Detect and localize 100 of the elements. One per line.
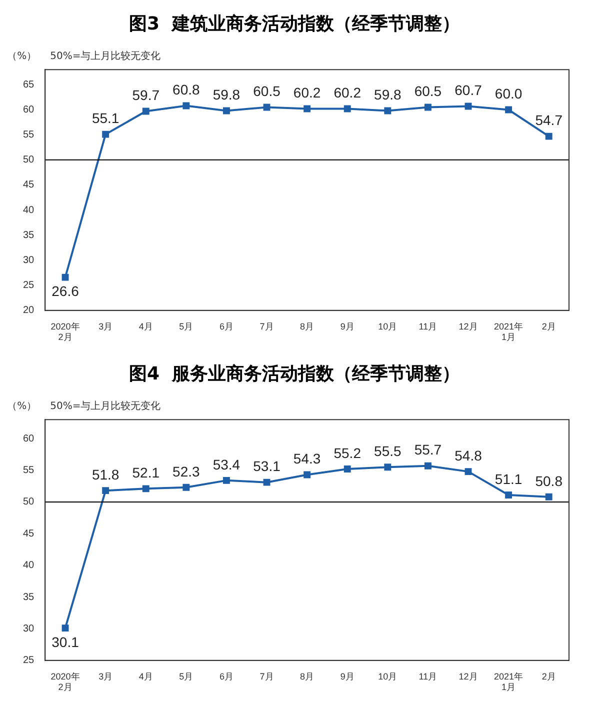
x-tick-label: 2021年 1月 — [494, 321, 524, 342]
text: 50%=与上月比较无变化 — [50, 50, 161, 62]
y-tick-label: 20 — [23, 305, 35, 316]
y-tick-label: 35 — [23, 230, 35, 241]
y-tick-label: 25 — [23, 280, 35, 292]
data-label: 60.2 — [293, 84, 321, 101]
x-tick-label: 9月 — [340, 321, 354, 332]
y-tick-label: 35 — [23, 592, 35, 603]
point — [464, 102, 472, 110]
y-tick-label: 45 — [23, 180, 35, 191]
point — [464, 468, 472, 476]
y-axis-title: （%） — [7, 401, 37, 412]
point — [384, 107, 392, 114]
x-tick-label: 7月 — [260, 671, 274, 682]
point — [222, 107, 230, 114]
point — [505, 106, 512, 114]
point — [102, 130, 110, 138]
data-label: 51.1 — [494, 470, 522, 487]
x-tick-label: 2月 — [542, 321, 556, 332]
y-tick-label: 40 — [23, 560, 35, 572]
x-tick-label: 6月 — [219, 671, 234, 682]
point — [263, 104, 270, 111]
point — [384, 464, 392, 471]
x-tick-label: 12月 — [458, 671, 478, 682]
x-tick-label: 4月 — [138, 671, 153, 682]
x-tick-label: 11月 — [418, 321, 438, 332]
point — [424, 104, 432, 111]
y-tick-label: 25 — [23, 655, 35, 666]
data-label: 55.5 — [374, 442, 402, 459]
chart-title: 图4 服务业商务活动指数（经季节调整） — [128, 363, 460, 384]
point — [62, 274, 69, 281]
data-label: 26.6 — [52, 283, 80, 300]
x-tick-label: 6月 — [219, 321, 234, 332]
data-label: 55.2 — [334, 444, 362, 461]
x-tick-label: 7月 — [260, 321, 274, 332]
point — [344, 105, 351, 112]
point — [142, 485, 150, 492]
point — [263, 478, 270, 486]
point — [304, 105, 311, 112]
point — [142, 108, 150, 115]
data-label: 60.0 — [494, 86, 522, 102]
x-tick-label: 2月 — [542, 671, 556, 682]
y-tick-label: 50 — [23, 496, 35, 508]
x-tick-label: 3月 — [98, 321, 113, 332]
data-label: 55.7 — [414, 442, 442, 458]
data-label: 54.8 — [454, 447, 482, 464]
x-tick-label: 5月 — [179, 671, 194, 682]
chart-title: 图3 建筑业商务活动指数（经季节调整） — [128, 13, 460, 34]
y-tick-label: 45 — [23, 528, 35, 540]
data-label: 60.2 — [334, 84, 362, 101]
data-label: 60.5 — [253, 83, 281, 100]
point — [424, 462, 432, 470]
y-tick-label: 55 — [23, 130, 35, 141]
data-label: 60.5 — [414, 83, 442, 100]
x-tick-label: 3月 — [98, 671, 113, 682]
data-label: 53.1 — [253, 458, 281, 474]
point — [222, 476, 230, 484]
y-tick-label: 55 — [23, 465, 35, 476]
point — [344, 466, 351, 472]
data-label: 52.3 — [172, 463, 200, 480]
data-label: 50.8 — [535, 472, 563, 489]
y-tick-label: 40 — [23, 204, 35, 216]
point — [545, 493, 552, 500]
y-axis-title: （%） — [7, 51, 37, 62]
data-label: 59.7 — [132, 87, 160, 104]
data-label: 60.7 — [454, 82, 482, 98]
point — [182, 102, 190, 110]
point — [102, 487, 110, 494]
data-label: 54.3 — [293, 450, 321, 467]
data-label: 51.8 — [92, 466, 120, 482]
point — [505, 492, 512, 498]
y-tick-label: 65 — [23, 79, 35, 90]
y-tick-label: 30 — [23, 254, 35, 266]
x-tick-label: 5月 — [179, 321, 194, 332]
y-tick-label: 60 — [23, 433, 35, 444]
x-tick-label: 11月 — [418, 671, 438, 682]
x-tick-label: 2020年 2月 — [50, 671, 80, 692]
x-tick-label: 10月 — [378, 671, 398, 682]
x-tick-label: 8月 — [300, 671, 314, 682]
x-tick-label: 8月 — [300, 321, 314, 332]
data-label: 59.8 — [212, 86, 240, 103]
x-tick-label: 2020年 2月 — [50, 321, 80, 342]
point — [182, 484, 190, 491]
point — [304, 471, 311, 478]
x-tick-label: 10月 — [378, 321, 398, 332]
data-label: 59.8 — [374, 86, 402, 103]
x-tick-label: 12月 — [458, 321, 478, 332]
data-label: 60.8 — [172, 82, 200, 98]
y-tick-label: 30 — [23, 623, 35, 634]
point — [62, 624, 69, 632]
data-label: 54.7 — [535, 112, 563, 128]
data-label: 30.1 — [52, 634, 80, 650]
x-tick-label: 2021年 1月 — [494, 671, 524, 692]
text: 50%=与上月比较无变化 — [50, 400, 161, 412]
x-tick-label: 4月 — [138, 321, 153, 332]
y-tick-label: 60 — [23, 104, 35, 116]
y-tick-label: 50 — [23, 154, 35, 166]
data-label: 52.1 — [132, 464, 160, 481]
x-tick-label: 9月 — [340, 671, 354, 682]
data-label: 55.1 — [92, 110, 120, 126]
